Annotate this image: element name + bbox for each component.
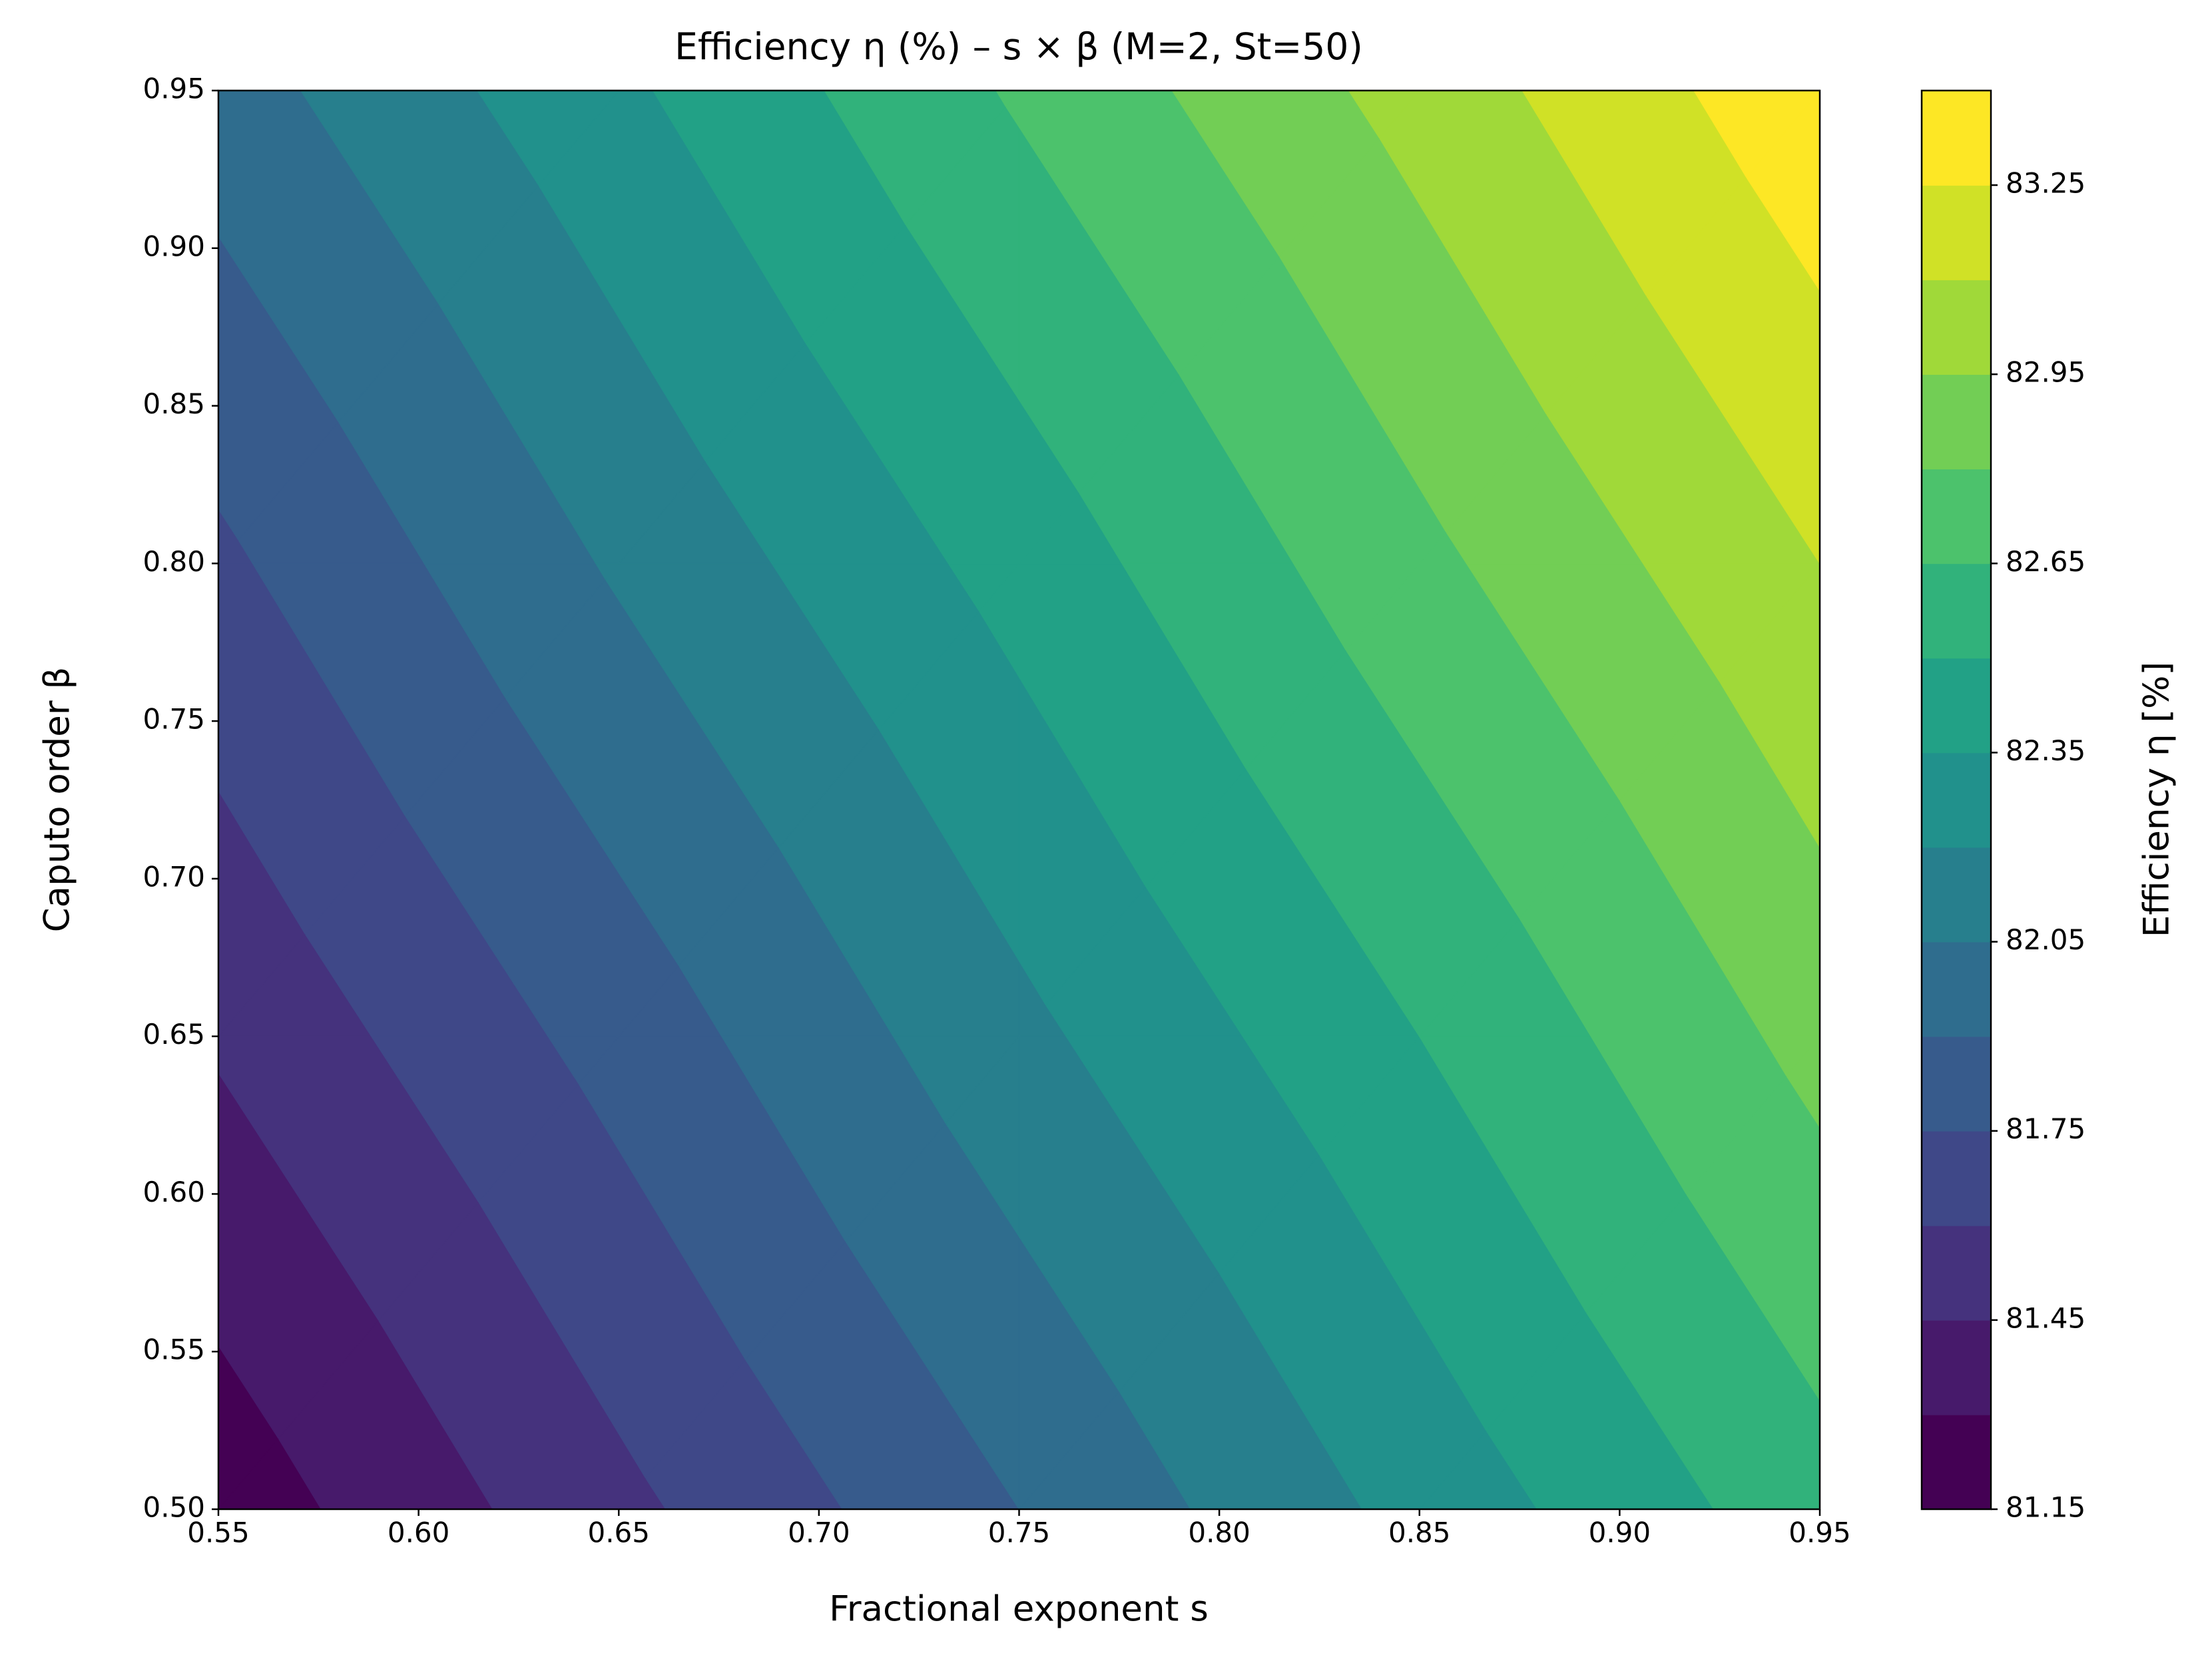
colorbar-band <box>1922 1225 1991 1321</box>
colorbar-band <box>1922 1130 1991 1226</box>
y-axis-label: Caputo order β <box>37 667 78 933</box>
y-tick-label: 0.65 <box>142 1018 205 1051</box>
x-tick-label: 0.70 <box>788 1517 850 1549</box>
x-tick-label: 0.95 <box>1789 1517 1851 1549</box>
colorbar-frame <box>1920 89 1992 1511</box>
y-tick-label: 0.50 <box>142 1491 205 1524</box>
colorbar-band <box>1922 1036 1991 1132</box>
colorbar-tick-label: 82.05 <box>2006 923 2085 956</box>
colorbar-label: Efficiency η [%] <box>2137 662 2177 937</box>
y-tick-label: 0.95 <box>142 73 205 105</box>
colorbar-tick-label: 81.75 <box>2006 1112 2085 1145</box>
colorbar-tick-label: 83.25 <box>2006 167 2085 200</box>
axes: 0.55 0.60 0.65 0.70 0.75 0.80 0.85 0.90 0.95 0.50… <box>142 73 2085 1549</box>
y-tick-label: 0.80 <box>142 545 205 578</box>
colorbar-band <box>1922 1319 1991 1415</box>
x-tick-label: 0.60 <box>388 1517 450 1549</box>
plot-area <box>218 90 1820 1510</box>
x-tick-label: 0.55 <box>187 1517 250 1549</box>
colorbar-tick-label: 82.95 <box>2006 356 2085 389</box>
x-tick-label: 0.90 <box>1589 1517 1651 1549</box>
x-tick-label: 0.75 <box>988 1517 1051 1549</box>
y-tick-label: 0.55 <box>142 1333 205 1366</box>
x-tick-label: 0.85 <box>1388 1517 1451 1549</box>
y-tick-label: 0.70 <box>142 860 205 893</box>
colorbar-band <box>1922 563 1991 659</box>
colorbar-band <box>1922 280 1991 375</box>
colorbar-band <box>1922 91 1991 186</box>
y-tick-label: 0.75 <box>142 703 205 736</box>
colorbar-tick-label: 81.45 <box>2006 1302 2085 1334</box>
y-tick-label: 0.90 <box>142 230 205 262</box>
x-tick-label: 0.65 <box>587 1517 650 1549</box>
colorbar-tick-label: 81.15 <box>2006 1491 2085 1524</box>
x-axis-label: Fractional exponent s <box>829 1589 1209 1630</box>
colorbar-band <box>1922 847 1991 943</box>
colorbar-band <box>1922 658 1991 754</box>
y-tick-label: 0.60 <box>142 1176 205 1208</box>
colorbar-band <box>1922 469 1991 565</box>
colorbar-band <box>1922 752 1991 848</box>
y-tick-label: 0.85 <box>142 387 205 420</box>
colorbar-band <box>1922 185 1991 280</box>
colorbar-band <box>1922 941 1991 1037</box>
colorbar-band <box>1922 374 1991 470</box>
colorbar-band <box>1922 1414 1991 1510</box>
colorbar-tick-label: 82.65 <box>2006 545 2085 578</box>
x-tick-label: 0.80 <box>1188 1517 1250 1549</box>
chart-title: Efficiency η (%) – s × β (M=2, St=50) <box>675 25 1363 68</box>
colorbar-tick-label: 82.35 <box>2006 734 2085 767</box>
